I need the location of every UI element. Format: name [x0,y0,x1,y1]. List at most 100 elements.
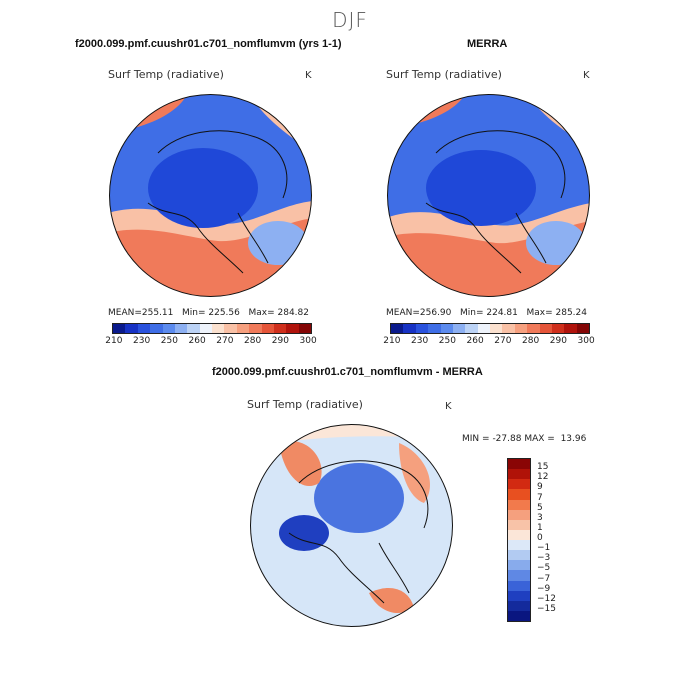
colorbar-swatch [286,324,299,333]
colorbar-swatch [249,324,262,333]
diff-colorbar-swatch [508,479,530,490]
diff-colorbar-label: −1 [537,543,551,554]
colorbar-swatch [490,324,503,333]
panel-2-colorbar [390,323,590,334]
diff-panel-variable: Surf Temp (radiative) [247,398,363,411]
panel-1-title: f2000.099.pmf.cuushr01.c701_nomflumvm (y… [75,38,342,50]
colorbar-tick-label: 300 [577,336,595,346]
colorbar-tick-label: 260 [466,336,484,346]
colorbar-swatch [113,324,126,333]
diff-colorbar-label: −12 [537,593,556,604]
diff-colorbar-label: −7 [537,573,551,584]
colorbar-tick-label: 210 [105,336,123,346]
colorbar-swatch [137,324,151,333]
colorbar-tick-label: 210 [383,336,401,346]
map-cold-light [526,221,586,265]
diff-colorbar-label: 1 [537,522,543,533]
panel-2-polar-map [387,94,590,297]
colorbar-swatch [162,324,175,333]
coastline [147,130,288,274]
diff-colorbar-swatch [508,550,530,561]
colorbar-tick-label: 250 [438,336,456,346]
panel-2-title: MERRA [467,38,508,50]
colorbar-swatch [452,324,466,333]
diff-colorbar-swatch [508,600,530,611]
panel-1-variable: Surf Temp (radiative) [108,68,224,81]
colorbar-swatch [477,324,490,333]
diff-colorbar-label: 15 [537,462,549,473]
colorbar-swatch [224,324,237,333]
colorbar-swatch [514,324,528,333]
colorbar-swatch [403,324,416,333]
colorbar-swatch [298,324,311,333]
colorbar-swatch [527,324,540,333]
colorbar-swatch [273,324,287,333]
diff-colorbar-label: −9 [537,583,551,594]
diff-colorbar-swatch [508,540,530,551]
colorbar-swatch [551,324,565,333]
diff-colorbar-swatch [508,610,530,621]
colorbar-swatch [415,324,429,333]
diff-colorbar-swatch [508,509,530,520]
diff-colorbar-swatch [508,529,530,540]
diff-colorbar-swatch [508,519,530,530]
panel-2-colorbar-ticks: 210 230 250 260 270 280 290 300 [378,336,600,346]
diff-minmax: MIN = -27.88 MAX = 13.96 [462,434,587,444]
colorbar-swatch [576,324,589,333]
diff-colorbar-label: −15 [537,603,556,614]
colorbar-tick-label: 270 [494,336,512,346]
colorbar-tick-label: 270 [216,336,234,346]
diff-colorbar-label: 5 [537,502,543,513]
panel-1-units: K [305,70,312,81]
colorbar-tick-label: 300 [299,336,317,346]
panel-2-stats: MEAN=256.90 Min= 224.81 Max= 285.24 [386,308,587,318]
diff-colorbar-label: −3 [537,553,551,564]
colorbar-tick-label: 280 [244,336,262,346]
colorbar-swatch [174,324,188,333]
diff-panel-units: K [445,401,452,412]
colorbar-swatch [125,324,138,333]
panel-2-units: K [583,70,590,81]
colorbar-tick-label: 260 [188,336,206,346]
colorbar-swatch [199,324,212,333]
colorbar-swatch [465,324,478,333]
diff-colorbar-labels: 15 12 9 7 5 3 1 0 −1 −3 −5 −7 −9 −12 −15 [537,458,577,620]
map-cold-light [248,221,308,265]
colorbar-tick-label: 290 [549,336,567,346]
colorbar-swatch [539,324,552,333]
coastline [288,460,429,604]
panel-2-variable: Surf Temp (radiative) [386,68,502,81]
map-diff-deep-blue [279,515,329,551]
diff-colorbar-swatch [508,459,530,470]
panel-1-polar-map [109,94,312,297]
map-diff-red [369,588,414,613]
colorbar-tick-label: 230 [411,336,429,346]
diff-colorbar-label: 12 [537,472,549,483]
diff-colorbar-label: 7 [537,492,543,503]
panel-1-colorbar [112,323,312,334]
diff-colorbar-swatch [508,570,530,581]
colorbar-tick-label: 250 [160,336,178,346]
panel-1-stats: MEAN=255.11 Min= 225.56 Max= 284.82 [108,308,309,318]
map-diff-red [279,441,322,487]
diff-colorbar-label: 3 [537,512,543,523]
map-diff-blue [314,463,404,533]
colorbar-swatch [236,324,250,333]
diff-colorbar-swatch [508,489,530,500]
diff-colorbar-swatch [508,469,530,480]
colorbar-swatch [187,324,200,333]
diff-colorbar-swatch [508,560,530,571]
coastline [425,130,566,274]
colorbar-tick-label: 230 [133,336,151,346]
colorbar-swatch [564,324,577,333]
diff-panel-title: f2000.099.pmf.cuushr01.c701_nomflumvm - … [212,366,483,378]
colorbar-swatch [502,324,515,333]
colorbar-swatch [391,324,404,333]
colorbar-swatch [212,324,225,333]
colorbar-tick-label: 290 [271,336,289,346]
map-cold-core [148,148,258,228]
map-cold-core [426,150,536,226]
diff-colorbar-swatch [508,590,530,601]
season-title: DJF [332,8,368,32]
colorbar-swatch [261,324,274,333]
